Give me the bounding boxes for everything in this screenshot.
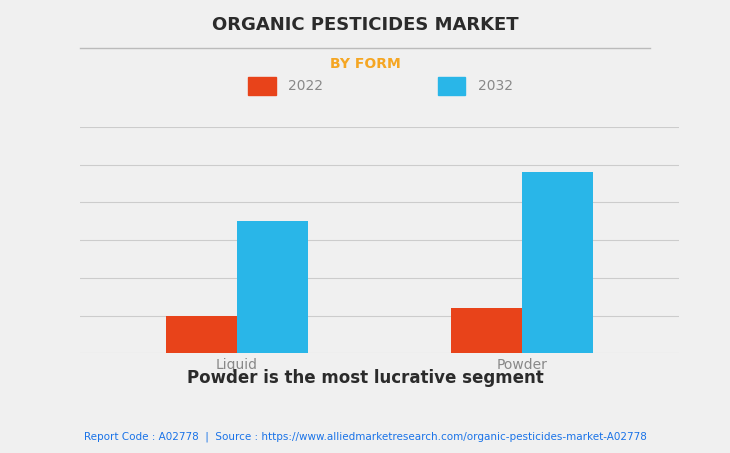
Text: Powder is the most lucrative segment: Powder is the most lucrative segment — [187, 369, 543, 387]
Text: BY FORM: BY FORM — [330, 57, 400, 71]
Text: 2022: 2022 — [288, 79, 323, 93]
Bar — [522, 172, 593, 353]
Text: ORGANIC PESTICIDES MARKET: ORGANIC PESTICIDES MARKET — [212, 16, 518, 34]
Bar — [451, 308, 522, 353]
Text: Report Code : A02778  |  Source : https://www.alliedmarketresearch.com/organic-p: Report Code : A02778 | Source : https://… — [83, 431, 647, 442]
Bar — [237, 221, 308, 353]
Text: 2032: 2032 — [478, 79, 513, 93]
Bar — [166, 316, 237, 353]
